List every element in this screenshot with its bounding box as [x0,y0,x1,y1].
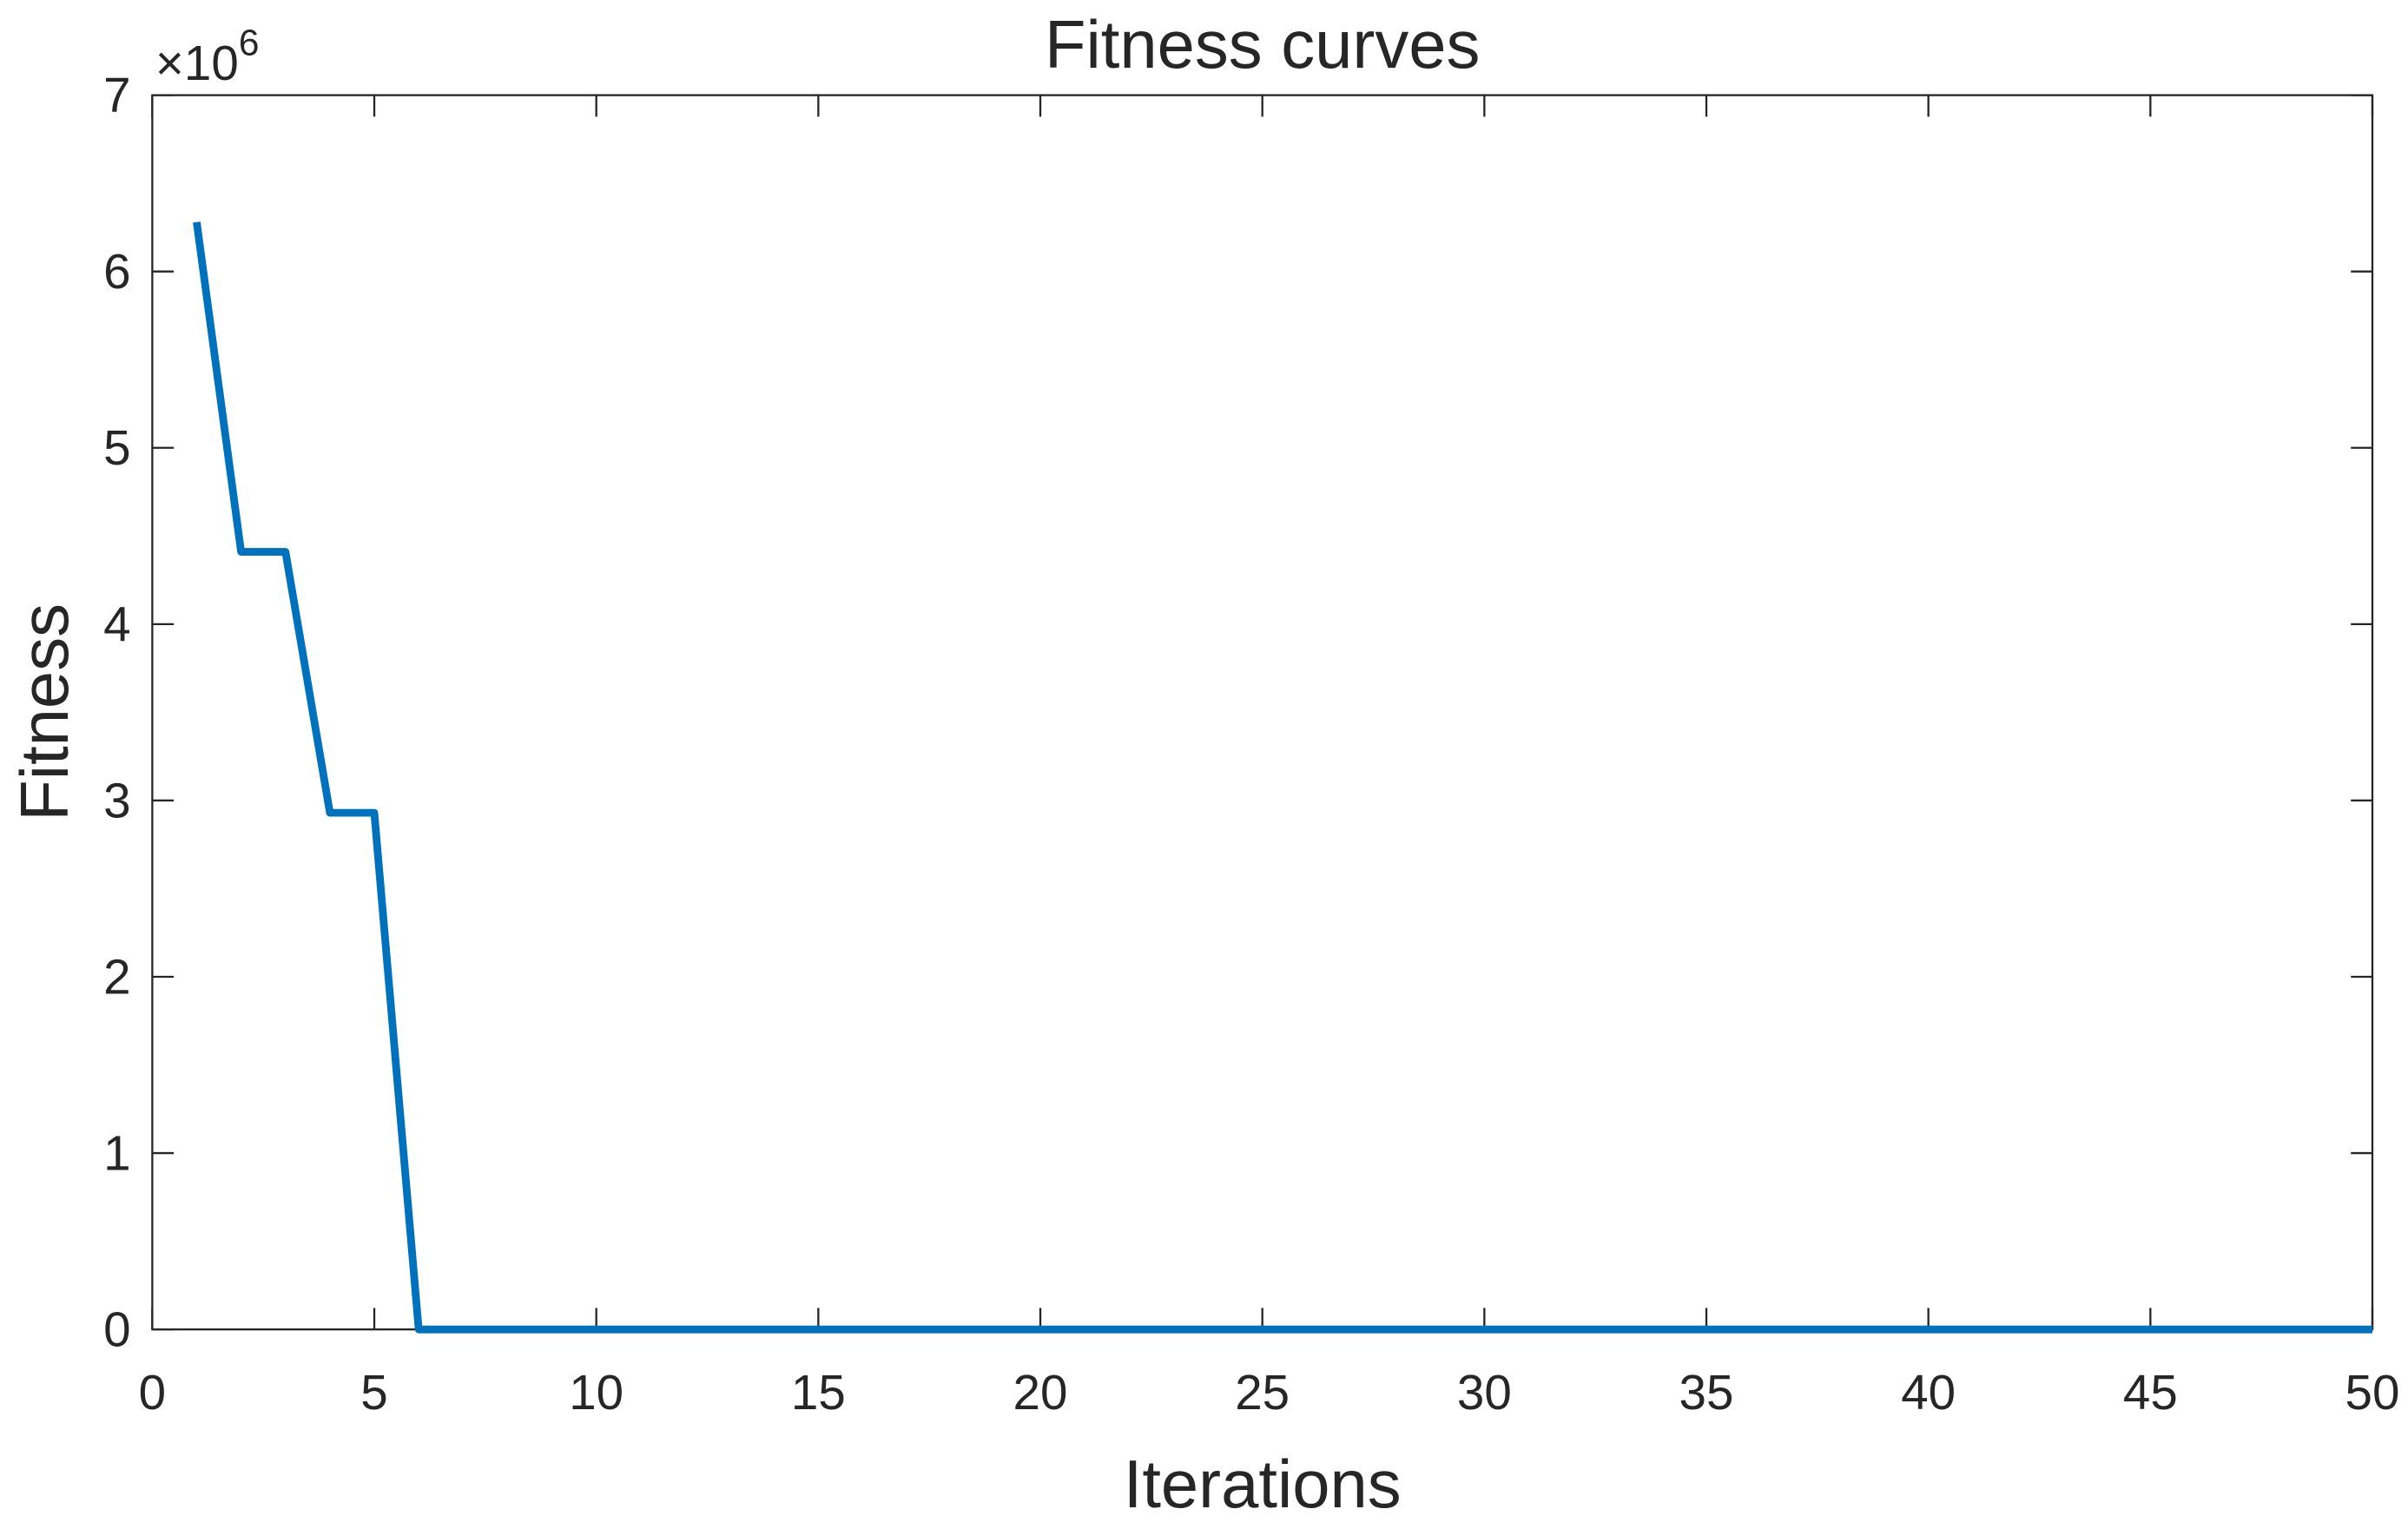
x-tick-label: 30 [1457,1365,1512,1420]
y-tick-label: 0 [103,1302,130,1357]
chart-title: Fitness curves [1045,8,1480,82]
x-tick-label: 0 [139,1365,166,1420]
fitness-line [193,221,2373,1334]
x-tick-label: 20 [1013,1365,1068,1420]
x-tick-label: 10 [569,1365,623,1420]
y-tick-label: 5 [103,420,130,475]
y-tick-label: 3 [103,773,130,827]
x-tick-label: 25 [1235,1365,1290,1420]
y-tick-label: 6 [103,244,130,299]
x-tick-label: 45 [2123,1365,2178,1420]
x-axis-label: Iterations [1124,1447,1402,1522]
multiplier-power: 6 [239,23,260,63]
x-tick-label: 35 [1679,1365,1734,1420]
x-tick-label: 40 [1901,1365,1956,1420]
y-axis-label: Fitness [8,603,82,821]
multiplier-base: ×10 [155,36,239,90]
y-tick-label: 1 [103,1126,130,1181]
y-tick-label: 2 [103,949,130,1004]
y-tick-label: 7 [103,68,130,122]
x-tick-label: 5 [360,1365,387,1420]
x-tick-label: 50 [2345,1365,2400,1420]
y-multiplier: ×106 [155,23,260,90]
x-tick-label: 15 [791,1365,846,1420]
y-tick-label: 4 [103,596,130,651]
